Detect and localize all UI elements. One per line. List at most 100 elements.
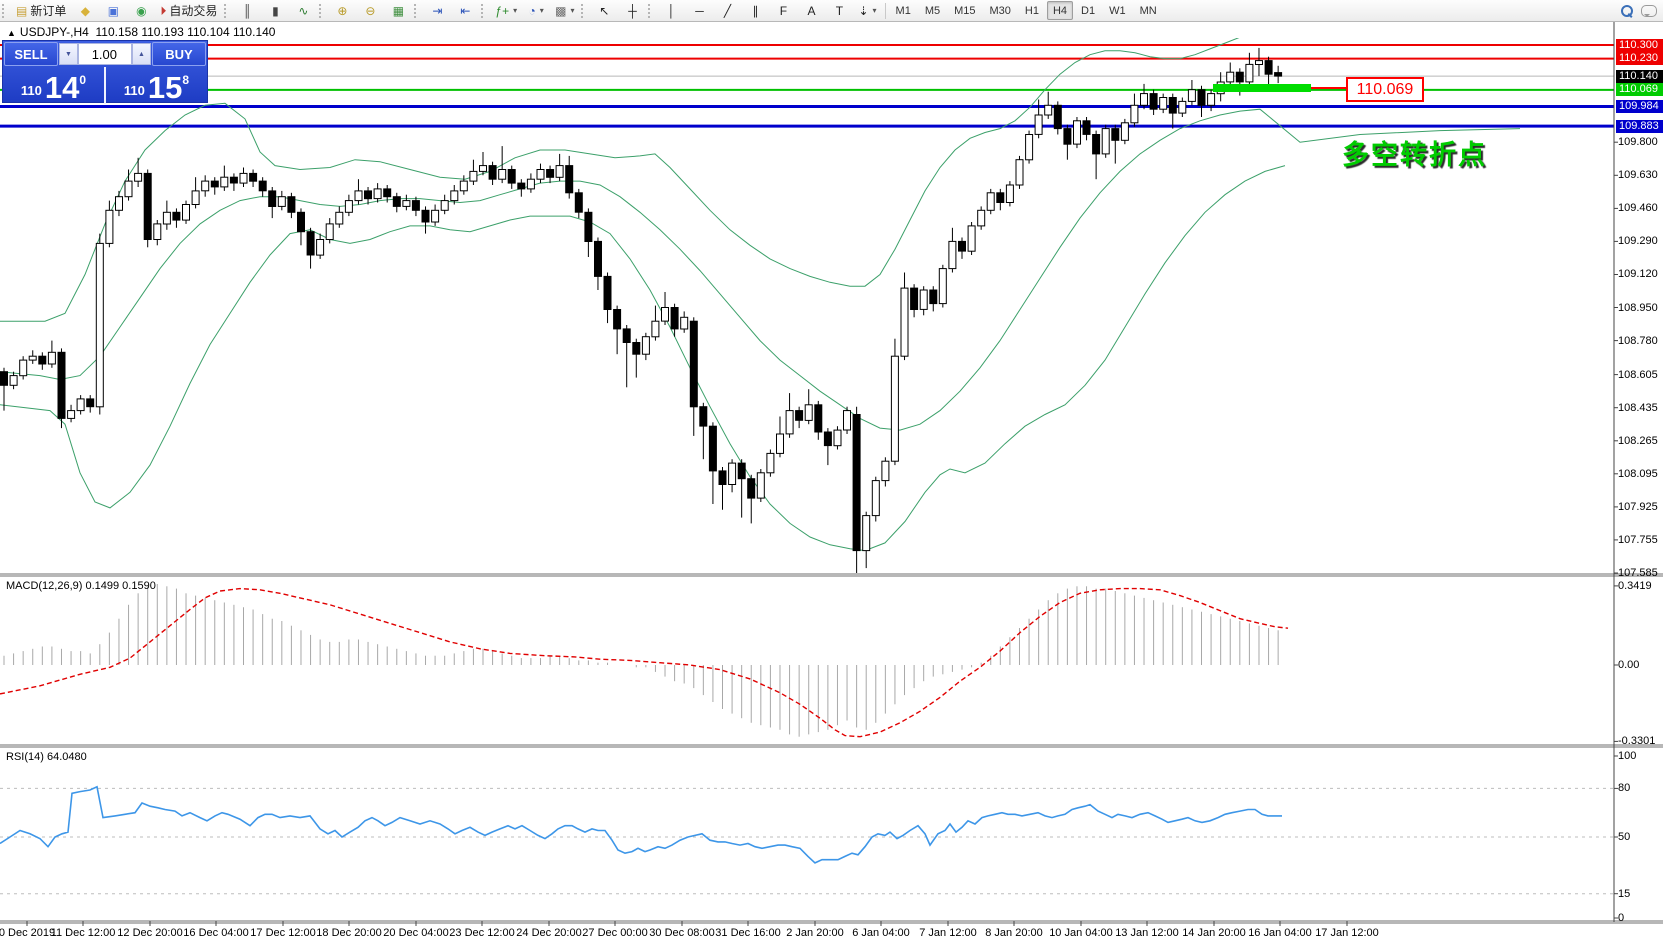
cursor-icon: ↖ [599, 3, 610, 18]
timeframe-m15-button[interactable]: M15 [954, 4, 976, 17]
equidistant-channel-button[interactable]: ∥ [742, 1, 768, 21]
cursor-button[interactable]: ↖ [591, 1, 617, 21]
mql5-market-button[interactable]: ◆ [72, 1, 98, 21]
sell-price-pips: 14 [44, 69, 80, 105]
line-chart-icon: ∿ [298, 3, 309, 18]
dropdown-arrow-icon: ▾ [872, 6, 877, 15]
time-axis-label: 14 Jan 20:00 [1182, 927, 1246, 939]
toolbar-grip [581, 3, 588, 18]
timeframe-m30-button[interactable]: M30 [989, 4, 1011, 17]
candlestick-chart-button[interactable]: ▮ [262, 1, 288, 21]
vertical-line-button[interactable]: │ [658, 1, 684, 21]
time-axis-label: 16 Dec 04:00 [183, 927, 249, 939]
candlestick-chart-icon: ▮ [272, 3, 279, 18]
rsi-axis-tick: 15 [1618, 887, 1631, 900]
new-order-button[interactable]: ▤ 新订单 [12, 1, 70, 21]
tile-windows-button[interactable]: ▦ [385, 1, 411, 21]
chinese-annotation-text[interactable]: 多空转折点 [1342, 140, 1487, 171]
chat-icon[interactable] [1641, 4, 1657, 17]
fibonacci-icon: F [779, 3, 788, 18]
rsi-axis-tick: 0 [1618, 912, 1625, 924]
toolbar-buttons: ▤ 新订单 ◆ ▣ ◉ ⏵ 自动交易 ║ ▮ ∿ ⊕ ⊖ ▦ ⇥ ⇤ ƒ+ ▾ ◔ ▾ ▩ ▾ ↖ ┼ │ ─ ╱ ∥ F A T ⇣ ▾ [0, 1, 882, 21]
zoom-out-button[interactable]: ⊖ [357, 1, 383, 21]
price-axis-tick: 109.120 [1618, 268, 1658, 281]
sell-button[interactable]: SELL [4, 42, 58, 66]
arrows-icon: ⇣ [858, 3, 869, 18]
volume-input[interactable]: 1.00 [78, 43, 132, 65]
text-label-button[interactable]: T [826, 1, 852, 21]
signals-button[interactable]: ◉ [128, 1, 154, 21]
timeframe-m5-button[interactable]: M5 [924, 4, 941, 17]
timeframe-h4-button[interactable]: H4 [1046, 1, 1074, 20]
toolbar-grip [414, 3, 421, 18]
line-chart-button[interactable]: ∿ [290, 1, 316, 21]
horizontal-line-icon: ─ [695, 3, 704, 18]
timeframe-h1-button[interactable]: H1 [1024, 4, 1039, 17]
trendline-button[interactable]: ╱ [714, 1, 740, 21]
toolbar-grip [319, 3, 326, 18]
sell-price[interactable]: 110 14 0 [3, 67, 106, 104]
collapse-icon[interactable]: ▲ [7, 28, 16, 38]
price-axis-tick: 108.780 [1618, 334, 1658, 347]
sell-price-point: 0 [79, 73, 87, 87]
toolbar-separator [884, 2, 886, 19]
bar-chart-icon: ║ [243, 3, 252, 18]
buy-button[interactable]: BUY [152, 42, 206, 66]
fibonacci-button[interactable]: F [770, 1, 796, 21]
market-watch-button[interactable]: ▣ [100, 1, 126, 21]
text-button[interactable]: A [798, 1, 824, 21]
support-highlight-bar[interactable] [1213, 84, 1311, 92]
indicators-button[interactable]: ƒ+ ▾ [491, 1, 521, 21]
price-line-label: 110.230 [1616, 52, 1663, 66]
time-axis-label: 6 Jan 04:00 [852, 927, 910, 939]
volume-decrease-button[interactable]: ▼ [59, 43, 78, 65]
time-axis-label: 12 Dec 20:00 [117, 927, 183, 939]
zoom-in-icon: ⊕ [337, 3, 348, 18]
volume-increase-button[interactable]: ▲ [132, 43, 151, 65]
zoom-in-button[interactable]: ⊕ [329, 1, 355, 21]
templates-button[interactable]: ▩ ▾ [551, 1, 578, 21]
auto-trading-button[interactable]: ⏵ 自动交易 [156, 1, 221, 21]
bar-chart-button[interactable]: ║ [234, 1, 260, 21]
price-axis-tick: 108.605 [1618, 368, 1658, 381]
auto-trading-label: 自动交易 [169, 4, 218, 18]
search-icon[interactable] [1621, 4, 1633, 18]
arrows-button[interactable]: ⇣ ▾ [854, 1, 880, 21]
time-axis-label: 8 Jan 20:00 [985, 927, 1043, 939]
sell-price-base: 110 [20, 83, 42, 98]
rsi-axis-tick: 100 [1618, 750, 1637, 762]
equidistant-channel-icon: ∥ [752, 3, 759, 18]
periods-button[interactable]: ◔ ▾ [523, 1, 549, 21]
buy-price-pips: 15 [147, 69, 183, 105]
timeframe-w1-button[interactable]: W1 [1109, 4, 1126, 17]
price-axis-tick: 109.290 [1618, 235, 1658, 248]
rsi-label: RSI(14) 64.0480 [6, 751, 87, 763]
buy-price-point: 8 [182, 73, 190, 87]
auto-scroll-button[interactable]: ⇥ [424, 1, 450, 21]
text-label-icon: T [835, 3, 844, 18]
indicators-icon: ƒ+ [495, 3, 510, 18]
timeframe-d1-button[interactable]: D1 [1081, 4, 1096, 17]
dropdown-arrow-icon: ▾ [513, 6, 518, 15]
buy-price[interactable]: 110 15 8 [106, 67, 207, 104]
macd-axis-tick: 0.00 [1618, 659, 1640, 671]
timeframe-mn-button[interactable]: MN [1139, 4, 1157, 17]
toolbar-grip [481, 3, 488, 18]
chart-shift-button[interactable]: ⇤ [452, 1, 478, 21]
mql5-market-icon: ◆ [80, 3, 90, 18]
rsi-axis-tick: 50 [1618, 831, 1631, 843]
crosshair-button[interactable]: ┼ [619, 1, 645, 21]
crosshair-icon: ┼ [628, 3, 637, 18]
timeframe-m1-button[interactable]: M1 [895, 4, 911, 17]
one-click-trading-panel: SELL ▼ 1.00 ▲ BUY 110 14 0 110 15 8 [2, 40, 208, 104]
auto-trading-icon: ⏵ [160, 3, 167, 18]
toolbar-grip [2, 3, 9, 18]
price-axis-tick: 108.950 [1618, 301, 1658, 314]
price-annotation-box[interactable]: 110.069 [1346, 77, 1424, 102]
horizontal-line-button[interactable]: ─ [686, 1, 712, 21]
price-axis-tick: 109.630 [1618, 169, 1658, 182]
macd-label: MACD(12,26,9) 0.1499 0.1590 [6, 580, 156, 592]
vertical-line-icon: │ [667, 3, 676, 18]
